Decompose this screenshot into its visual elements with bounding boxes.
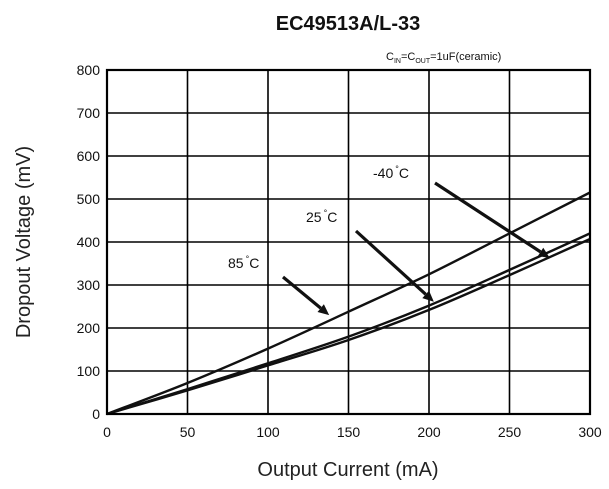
tick-labels: 0 50 100 150 200 250 300 0 100 200 300 400 500 600 700… (77, 62, 602, 440)
series-line-25C (106, 232, 591, 416)
x-tick-label: 200 (417, 424, 441, 440)
series-line--40C (106, 237, 591, 416)
pointer-head-85C (317, 304, 330, 316)
x-tick-label: 0 (103, 424, 111, 440)
y-tick-label: 100 (77, 363, 101, 379)
condition-eq: =C (401, 51, 415, 63)
y-tick-label: 700 (77, 105, 101, 121)
y-tick-label: 800 (77, 62, 101, 78)
condition-c-in: C (386, 51, 394, 63)
x-tick-label: 300 (578, 424, 602, 440)
chart-title: EC49513A/L-33 (276, 13, 421, 35)
y-tick-label: 400 (77, 234, 101, 250)
series-labels: 85 °C 25 °C -40 °C (228, 164, 409, 271)
y-tick-label: 600 (77, 148, 101, 164)
condition-in-sub: IN (394, 58, 401, 65)
pointer-85C (281, 275, 322, 310)
plot-frame (105, 68, 592, 416)
y-tick-label: 500 (77, 191, 101, 207)
y-tick-label: 300 (77, 277, 101, 293)
condition-rest: =1uF(ceramic) (430, 51, 501, 63)
y-axis-label: Dropout Voltage (mV) (13, 146, 35, 338)
pointer--40C (434, 181, 542, 254)
series-pointers (281, 181, 550, 316)
condition-out-sub: OUT (415, 58, 431, 65)
pointer-head--40C (537, 247, 550, 258)
y-tick-label: 0 (92, 406, 100, 422)
grid (107, 70, 590, 414)
series-label--40C: -40 °C (373, 164, 409, 181)
x-tick-label: 50 (180, 424, 196, 440)
pointer-head-25C (422, 290, 434, 302)
x-tick-label: 250 (498, 424, 522, 440)
x-tick-label: 150 (337, 424, 361, 440)
condition-note: CIN=COUT=1uF(ceramic) (386, 51, 501, 65)
x-tick-label: 100 (256, 424, 280, 440)
series-label-85C: 85 °C (228, 254, 259, 271)
series-label-25C: 25 °C (306, 208, 337, 225)
y-tick-label: 200 (77, 320, 101, 336)
x-axis-label: Output Current (mA) (257, 459, 438, 481)
pointer-25C (354, 229, 427, 296)
